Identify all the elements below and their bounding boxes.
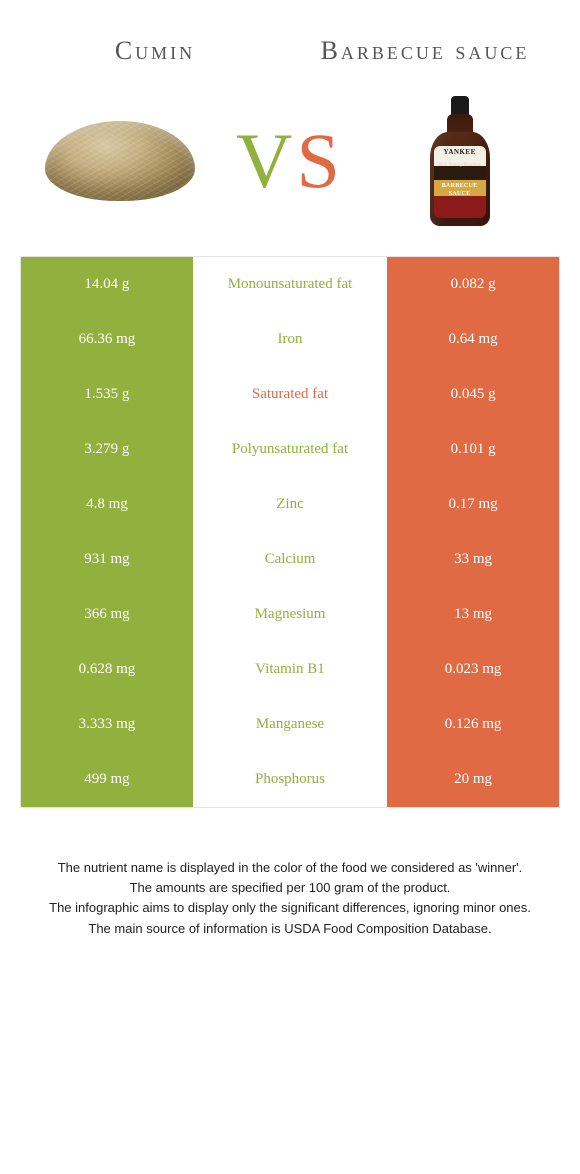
left-value-cell: 1.535 g	[21, 367, 193, 422]
table-row: 3.333 mgManganese0.126 mg	[21, 697, 559, 752]
images-row: VS YANKEE Rich Smoky Bourbon BARBECUESAU…	[0, 86, 580, 256]
left-value-cell: 14.04 g	[21, 257, 193, 312]
table-row: 1.535 gSaturated fat0.045 g	[21, 367, 559, 422]
header-titles: Cumin Barbecue sauce	[0, 0, 580, 86]
right-value-cell: 0.64 mg	[387, 312, 559, 367]
right-value-cell: 13 mg	[387, 587, 559, 642]
left-food-image	[35, 96, 205, 226]
footer-line: The infographic aims to display only the…	[30, 898, 550, 918]
nutrient-label-cell: Calcium	[193, 532, 387, 587]
right-value-cell: 33 mg	[387, 532, 559, 587]
vs-v: V	[236, 117, 296, 204]
nutrient-label-cell: Saturated fat	[193, 367, 387, 422]
nutrient-label-cell: Manganese	[193, 697, 387, 752]
table-row: 0.628 mgVitamin B10.023 mg	[21, 642, 559, 697]
left-value-cell: 3.279 g	[21, 422, 193, 477]
footer-line: The nutrient name is displayed in the co…	[30, 858, 550, 878]
left-value-cell: 66.36 mg	[21, 312, 193, 367]
right-value-cell: 20 mg	[387, 752, 559, 807]
nutrient-label-cell: Magnesium	[193, 587, 387, 642]
vs-label: VS	[236, 116, 344, 206]
right-value-cell: 0.17 mg	[387, 477, 559, 532]
left-value-cell: 4.8 mg	[21, 477, 193, 532]
right-food-image: YANKEE Rich Smoky Bourbon BARBECUESAUCE	[375, 96, 545, 226]
nutrient-label-cell: Zinc	[193, 477, 387, 532]
table-row: 3.279 gPolyunsaturated fat0.101 g	[21, 422, 559, 477]
table-row: 366 mgMagnesium13 mg	[21, 587, 559, 642]
left-value-cell: 499 mg	[21, 752, 193, 807]
right-value-cell: 0.023 mg	[387, 642, 559, 697]
table-row: 66.36 mgIron0.64 mg	[21, 312, 559, 367]
left-value-cell: 0.628 mg	[21, 642, 193, 697]
left-value-cell: 931 mg	[21, 532, 193, 587]
right-value-cell: 0.101 g	[387, 422, 559, 477]
comparison-table: 14.04 gMonounsaturated fat0.082 g66.36 m…	[20, 256, 560, 808]
bbq-bottle-icon: YANKEE Rich Smoky Bourbon BARBECUESAUCE	[425, 96, 495, 226]
left-value-cell: 366 mg	[21, 587, 193, 642]
table-row: 14.04 gMonounsaturated fat0.082 g	[21, 257, 559, 312]
nutrient-label-cell: Vitamin B1	[193, 642, 387, 697]
right-food-title: Barbecue sauce	[304, 35, 547, 66]
nutrient-label-cell: Polyunsaturated fat	[193, 422, 387, 477]
footer-notes: The nutrient name is displayed in the co…	[30, 858, 550, 939]
nutrient-label-cell: Phosphorus	[193, 752, 387, 807]
left-value-cell: 3.333 mg	[21, 697, 193, 752]
table-row: 931 mgCalcium33 mg	[21, 532, 559, 587]
right-value-cell: 0.045 g	[387, 367, 559, 422]
footer-line: The main source of information is USDA F…	[30, 919, 550, 939]
vs-s: S	[296, 117, 343, 204]
right-value-cell: 0.126 mg	[387, 697, 559, 752]
table-row: 499 mgPhosphorus20 mg	[21, 752, 559, 807]
right-value-cell: 0.082 g	[387, 257, 559, 312]
table-row: 4.8 mgZinc0.17 mg	[21, 477, 559, 532]
nutrient-label-cell: Iron	[193, 312, 387, 367]
cumin-pile-icon	[45, 121, 195, 201]
left-food-title: Cumin	[34, 35, 277, 66]
footer-line: The amounts are specified per 100 gram o…	[30, 878, 550, 898]
nutrient-label-cell: Monounsaturated fat	[193, 257, 387, 312]
